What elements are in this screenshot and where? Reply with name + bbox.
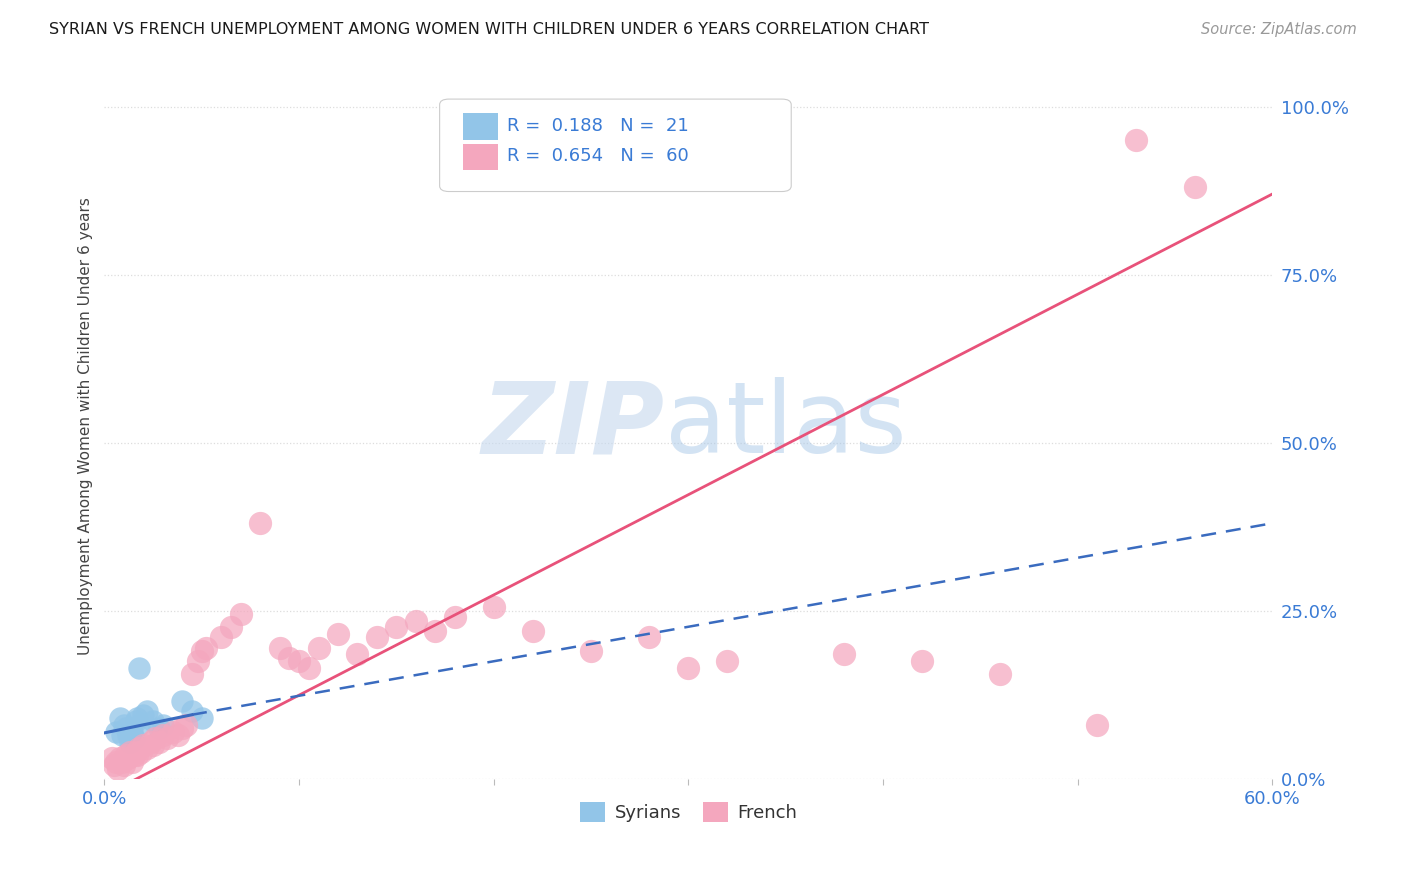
Point: [482, 600, 505, 615]
FancyBboxPatch shape: [440, 99, 792, 192]
Point: [128, 741, 150, 756]
Point: [117, 751, 139, 765]
Legend: Syrians, French: Syrians, French: [572, 795, 804, 830]
Point: [366, 631, 388, 645]
Point: [112, 718, 135, 732]
Point: [172, 721, 194, 735]
Point: [124, 714, 146, 729]
Text: ZIP: ZIP: [482, 377, 665, 475]
Point: [105, 755, 128, 769]
Point: [522, 624, 544, 638]
Text: R =  0.188   N =  21: R = 0.188 N = 21: [508, 117, 689, 135]
Point: [132, 707, 155, 722]
FancyBboxPatch shape: [463, 113, 498, 140]
Point: [122, 731, 145, 746]
Point: [148, 721, 170, 735]
Point: [128, 718, 150, 732]
Point: [127, 711, 149, 725]
Point: [127, 747, 149, 762]
Point: [118, 745, 141, 759]
Point: [190, 711, 212, 725]
Point: [111, 755, 134, 769]
Point: [142, 738, 165, 752]
Point: [139, 734, 162, 748]
Point: [194, 640, 217, 655]
Point: [1125, 133, 1147, 147]
Point: [112, 758, 135, 772]
Point: [105, 724, 128, 739]
Point: [716, 654, 738, 668]
Point: [298, 661, 321, 675]
Point: [108, 751, 131, 765]
Point: [136, 741, 159, 756]
Point: [1085, 718, 1108, 732]
Point: [326, 627, 349, 641]
Point: [249, 516, 271, 531]
Point: [229, 607, 252, 621]
Point: [174, 718, 197, 732]
Text: R =  0.654   N =  60: R = 0.654 N = 60: [508, 147, 689, 165]
Point: [152, 728, 174, 742]
Point: [117, 728, 139, 742]
Point: [405, 614, 427, 628]
Point: [911, 654, 934, 668]
Point: [678, 661, 700, 675]
Point: [346, 647, 368, 661]
Point: [187, 654, 209, 668]
Point: [111, 728, 134, 742]
Point: [181, 705, 204, 719]
Point: [101, 751, 124, 765]
Point: [103, 758, 125, 772]
Point: [118, 734, 141, 748]
Point: [124, 745, 146, 759]
Point: [988, 667, 1011, 681]
Y-axis label: Unemployment Among Women with Children Under 6 years: Unemployment Among Women with Children U…: [79, 197, 93, 655]
Point: [1184, 180, 1206, 194]
Point: [121, 755, 143, 769]
Point: [579, 644, 602, 658]
Point: [219, 620, 242, 634]
Point: [136, 705, 159, 719]
Point: [156, 731, 179, 746]
Point: [181, 667, 204, 681]
Point: [278, 650, 301, 665]
Point: [190, 644, 212, 658]
Point: [425, 624, 447, 638]
Point: [832, 647, 855, 661]
Point: [121, 724, 143, 739]
Point: [107, 762, 129, 776]
Point: [308, 640, 330, 655]
Point: [114, 721, 136, 735]
Point: [638, 631, 661, 645]
Point: [152, 718, 174, 732]
Point: [128, 661, 150, 675]
Point: [108, 711, 131, 725]
Point: [385, 620, 408, 634]
Point: [132, 738, 155, 752]
Text: SYRIAN VS FRENCH UNEMPLOYMENT AMONG WOMEN WITH CHILDREN UNDER 6 YEARS CORRELATIO: SYRIAN VS FRENCH UNEMPLOYMENT AMONG WOME…: [49, 22, 929, 37]
Point: [288, 654, 311, 668]
Point: [209, 631, 232, 645]
Point: [167, 728, 190, 742]
Point: [122, 747, 145, 762]
Point: [131, 745, 153, 759]
Text: Source: ZipAtlas.com: Source: ZipAtlas.com: [1201, 22, 1357, 37]
Point: [172, 694, 194, 708]
FancyBboxPatch shape: [463, 144, 498, 170]
Point: [148, 734, 170, 748]
Text: atlas: atlas: [665, 377, 907, 475]
Point: [269, 640, 291, 655]
Point: [114, 747, 136, 762]
Point: [162, 724, 184, 739]
Point: [142, 714, 165, 729]
Point: [443, 610, 465, 624]
Point: [143, 731, 166, 746]
